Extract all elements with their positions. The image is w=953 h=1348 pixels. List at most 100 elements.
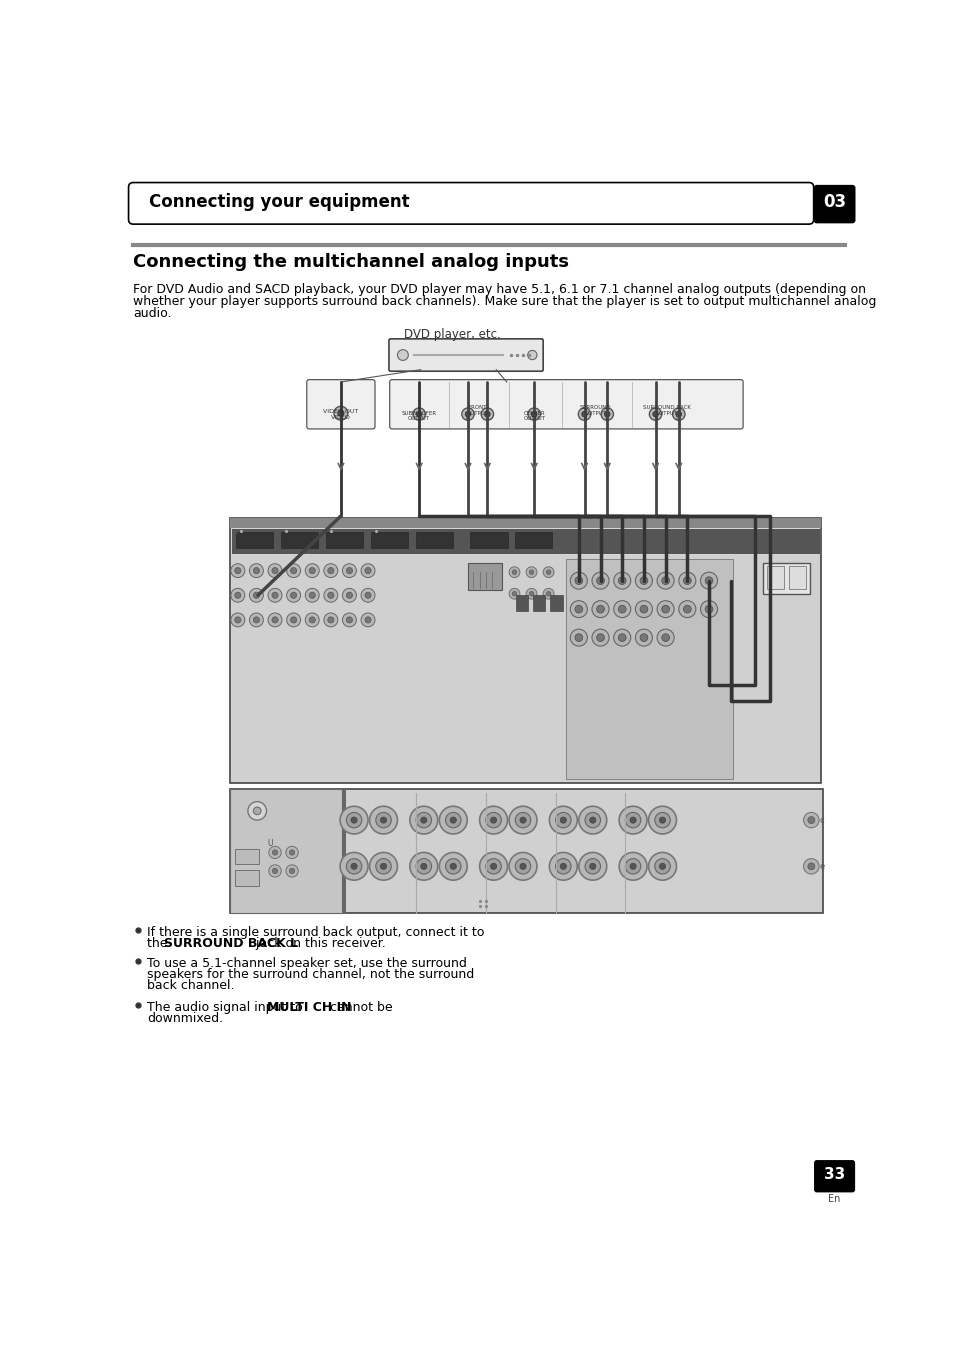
Circle shape <box>369 852 397 880</box>
Circle shape <box>272 849 277 855</box>
Text: FRONT
OUTPUT
R          L: FRONT OUTPUT R L <box>465 406 489 422</box>
Circle shape <box>360 613 375 627</box>
Circle shape <box>253 807 261 814</box>
Text: SURROUND BACK
OUTPUT
R          L: SURROUND BACK OUTPUT R L <box>642 406 690 422</box>
Circle shape <box>231 613 245 627</box>
Circle shape <box>461 408 474 421</box>
Text: The audio signal input to: The audio signal input to <box>147 1002 307 1014</box>
Text: SUBWOOFER
OUTPUT: SUBWOOFER OUTPUT <box>401 411 436 422</box>
Bar <box>766 566 783 589</box>
Circle shape <box>334 406 348 421</box>
Circle shape <box>659 863 665 869</box>
Circle shape <box>549 806 577 834</box>
Circle shape <box>700 601 717 617</box>
Circle shape <box>413 408 425 421</box>
Circle shape <box>596 634 604 642</box>
Circle shape <box>328 568 334 574</box>
Circle shape <box>704 605 712 613</box>
Circle shape <box>613 601 630 617</box>
FancyBboxPatch shape <box>468 563 501 590</box>
Circle shape <box>672 408 684 421</box>
Circle shape <box>484 411 490 417</box>
Circle shape <box>661 577 669 585</box>
Circle shape <box>445 813 460 828</box>
Circle shape <box>682 577 691 585</box>
Circle shape <box>648 806 676 834</box>
Circle shape <box>380 817 386 824</box>
Circle shape <box>624 859 640 874</box>
Circle shape <box>700 572 717 589</box>
Circle shape <box>639 634 647 642</box>
Circle shape <box>639 577 647 585</box>
Circle shape <box>624 813 640 828</box>
Circle shape <box>342 563 356 577</box>
Bar <box>230 790 342 913</box>
Circle shape <box>528 408 540 421</box>
Circle shape <box>346 813 361 828</box>
Circle shape <box>309 592 315 599</box>
Circle shape <box>509 588 519 599</box>
Circle shape <box>465 411 470 417</box>
Text: audio.: audio. <box>133 306 172 319</box>
Circle shape <box>272 568 278 574</box>
Circle shape <box>231 588 245 603</box>
Circle shape <box>618 605 625 613</box>
Circle shape <box>337 410 344 417</box>
Circle shape <box>555 859 571 874</box>
Text: whether your player supports surround back channels). Make sure that the player : whether your player supports surround ba… <box>133 295 876 307</box>
Circle shape <box>596 605 604 613</box>
Circle shape <box>618 852 646 880</box>
Circle shape <box>676 411 680 417</box>
FancyBboxPatch shape <box>326 532 363 547</box>
Circle shape <box>346 592 353 599</box>
Circle shape <box>439 806 467 834</box>
Circle shape <box>584 859 599 874</box>
Circle shape <box>679 572 695 589</box>
Bar <box>566 559 732 779</box>
Text: VIDEO OUT
VIDEO: VIDEO OUT VIDEO <box>323 410 358 421</box>
Circle shape <box>346 568 353 574</box>
Circle shape <box>445 859 460 874</box>
Circle shape <box>234 592 241 599</box>
Circle shape <box>291 568 296 574</box>
Bar <box>342 790 346 913</box>
Circle shape <box>420 863 427 869</box>
Circle shape <box>253 568 259 574</box>
Bar <box>533 596 545 611</box>
Text: speakers for the surround channel, not the surround: speakers for the surround channel, not t… <box>147 968 474 981</box>
Circle shape <box>519 817 525 824</box>
Bar <box>762 563 809 593</box>
FancyBboxPatch shape <box>515 532 552 547</box>
Circle shape <box>291 592 296 599</box>
Circle shape <box>351 817 356 824</box>
Circle shape <box>542 566 554 577</box>
Circle shape <box>570 601 587 617</box>
Circle shape <box>416 859 431 874</box>
Circle shape <box>596 577 604 585</box>
Circle shape <box>309 617 315 623</box>
Circle shape <box>578 806 606 834</box>
Text: En: En <box>827 1193 840 1204</box>
Circle shape <box>485 859 500 874</box>
Circle shape <box>272 617 278 623</box>
Circle shape <box>272 592 278 599</box>
Circle shape <box>525 566 537 577</box>
Circle shape <box>604 411 609 417</box>
Circle shape <box>479 852 507 880</box>
Circle shape <box>369 806 397 834</box>
Circle shape <box>480 408 493 421</box>
FancyBboxPatch shape <box>235 871 258 886</box>
Circle shape <box>509 566 519 577</box>
FancyBboxPatch shape <box>813 185 855 224</box>
Circle shape <box>249 563 263 577</box>
Circle shape <box>365 568 371 574</box>
Circle shape <box>679 601 695 617</box>
Circle shape <box>289 849 294 855</box>
Circle shape <box>269 847 281 859</box>
Circle shape <box>342 613 356 627</box>
Circle shape <box>512 592 517 596</box>
Text: If there is a single surround back output, connect it to: If there is a single surround back outpu… <box>147 926 484 940</box>
Circle shape <box>570 630 587 646</box>
Circle shape <box>328 617 334 623</box>
Circle shape <box>346 859 361 874</box>
